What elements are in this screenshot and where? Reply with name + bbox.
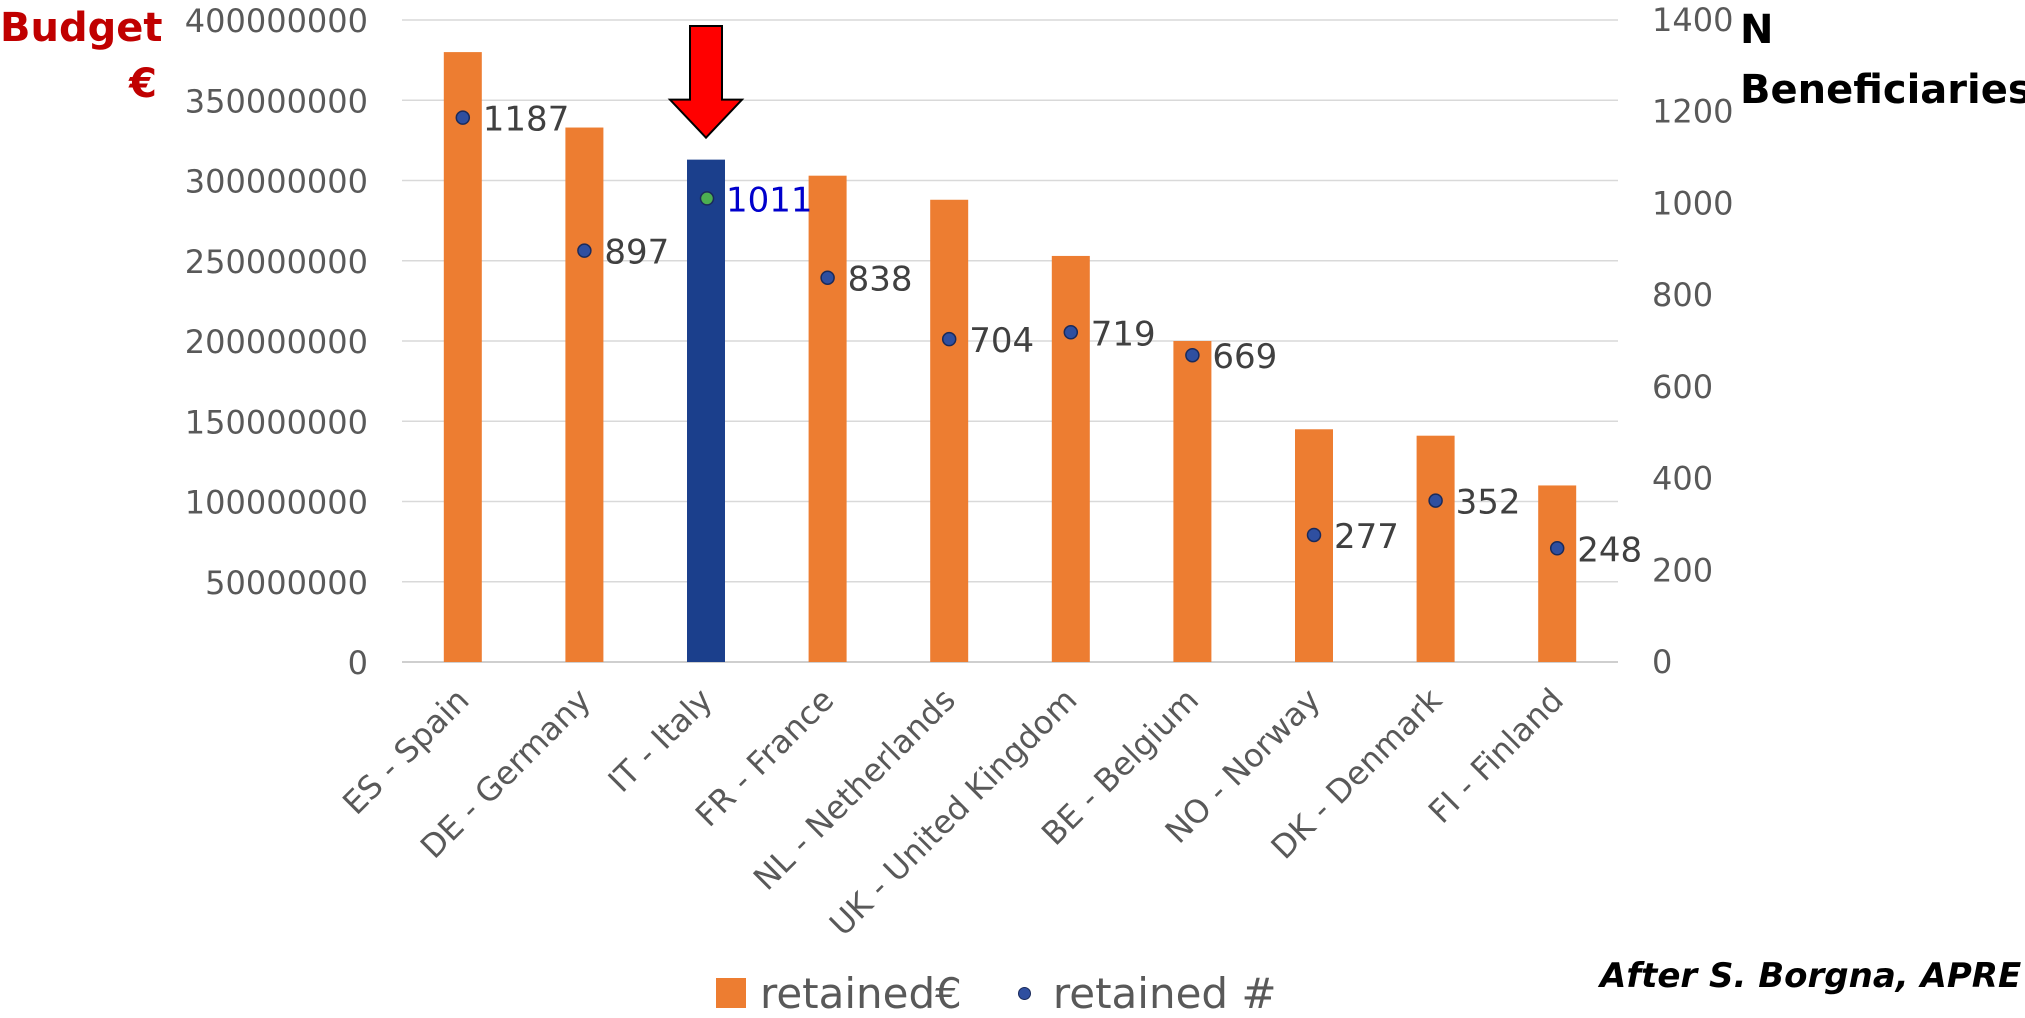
- point-label: 897: [604, 233, 669, 273]
- left-axis-ticks: 0 50000000 100000000 150000000 200000000 2500…: [185, 2, 368, 682]
- beneficiary-point: [1306, 527, 1322, 543]
- point-label: 248: [1577, 530, 1642, 570]
- left-tick-label: 50000000: [205, 564, 368, 602]
- beneficiary-point: [1428, 493, 1443, 508]
- point-label: 277: [1334, 517, 1399, 557]
- right-tick-label: 1400: [1652, 1, 1733, 39]
- beneficiary-point: [1185, 347, 1200, 363]
- bar: [808, 175, 847, 662]
- beneficiary-point: [455, 110, 471, 125]
- left-tick-label: 300000000: [185, 163, 368, 201]
- legend-bar-label: retained€: [760, 968, 962, 1018]
- left-tick-label: 100000000: [185, 484, 368, 522]
- bar: [930, 199, 969, 662]
- point-label: 669: [1212, 337, 1277, 377]
- point-label: 719: [1091, 314, 1156, 354]
- beneficiary-point: [699, 191, 715, 206]
- point-label: 352: [1456, 483, 1521, 523]
- right-axis-title: N Beneficiaries: [1740, 7, 2025, 113]
- legend-dot-label: retained #: [1052, 968, 1277, 1018]
- point-label: 838: [848, 260, 913, 300]
- red-arrow: [667, 25, 745, 140]
- right-axis-ticks: 0 200 400 600 800 1000 1200 1400: [1652, 1, 1733, 681]
- right-tick-label: 0: [1652, 643, 1672, 681]
- legend-bar-swatch: [716, 978, 746, 1008]
- right-tick-label: 1200: [1652, 93, 1733, 131]
- left-axis-title: Budget €: [0, 5, 163, 107]
- credit-note: After S. Borgna, APRE: [1600, 956, 2022, 996]
- point-label: 1187: [483, 100, 570, 140]
- left-tick-label: 350000000: [185, 82, 368, 120]
- bar: [443, 52, 482, 663]
- left-tick-label: 0: [348, 644, 368, 682]
- category-label: UK - United Kingdom: [822, 681, 1084, 943]
- point-label: 704: [969, 321, 1034, 361]
- right-tick-label: 1000: [1652, 184, 1733, 222]
- highlight-arrow: [667, 25, 745, 140]
- beneficiary-point: [941, 331, 957, 347]
- bar: [687, 159, 725, 662]
- legend: retained€ retained #: [716, 968, 1277, 1018]
- left-tick-label: 400000000: [185, 2, 368, 40]
- bar: [1538, 485, 1577, 662]
- beneficiary-point: [820, 270, 835, 285]
- left-tick-label: 200000000: [185, 323, 368, 361]
- bar: [1295, 429, 1333, 662]
- bar: [1051, 255, 1090, 662]
- legend-dot-swatch: [1017, 986, 1031, 1000]
- right-tick-label: 600: [1652, 368, 1713, 406]
- right-tick-label: 400: [1652, 460, 1713, 498]
- beneficiary-points: 1187 897 1011 838 704 719 669 277 352 248: [455, 100, 1642, 570]
- bar: [565, 127, 604, 662]
- beneficiary-point: [1063, 325, 1079, 340]
- left-tick-label: 150000000: [185, 403, 368, 441]
- category-label: IT - Italy: [601, 681, 720, 800]
- right-tick-label: 200: [1652, 551, 1713, 589]
- point-label: 1011: [726, 180, 813, 220]
- left-tick-label: 250000000: [185, 243, 368, 281]
- bar: [1416, 435, 1455, 662]
- category-label: NL - Netherlands: [746, 681, 963, 898]
- beneficiary-point: [1549, 541, 1565, 556]
- right-tick-label: 800: [1652, 276, 1713, 314]
- bar: [1173, 341, 1212, 662]
- beneficiary-point: [577, 243, 592, 258]
- bars: [443, 52, 1577, 663]
- gridlines: [402, 19, 1618, 663]
